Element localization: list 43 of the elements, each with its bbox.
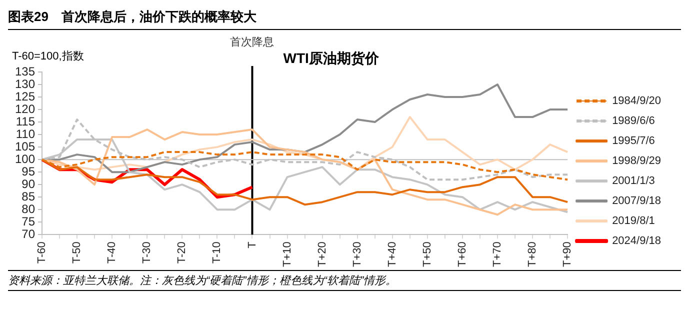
x-tick-label: T-20 [176,242,188,264]
legend-label: 1995/7/6 [612,135,655,148]
x-tick-label: T+60 [456,242,468,268]
x-tick-label: T+30 [351,242,364,268]
x-tick-label: T-10 [211,242,224,264]
y-tick-label: 120 [14,102,36,116]
legend-label: 1989/6/6 [612,115,655,128]
legend-label: 2007/9/18 [612,195,661,208]
y-tick-label: 100 [14,152,36,166]
x-tick-label: T+50 [421,242,434,268]
legend-label: 1984/9/20 [612,95,661,108]
y-tick-label: 115 [16,114,36,128]
y-tick-label: 75 [22,214,36,228]
y-tick-label: 125 [14,89,36,104]
legend-label: 2019/8/1 [612,215,655,228]
x-tick-label: T [246,241,258,248]
y-tick-label: 85 [22,189,36,204]
y-tick-label: 105 [14,139,36,154]
chart-subtitle: WTI原油期货价 [283,50,380,66]
chart-title: 图表29 首次降息后，油价下跌的概率较大 [8,8,681,30]
y-tick-label: 95 [22,164,36,178]
x-tick-label: T-50 [71,242,84,264]
x-tick-label: T-40 [106,242,118,264]
x-tick-label: T+90 [562,242,574,268]
x-tick-label: T-60 [36,242,48,264]
text: 资料来源：亚特兰大联储。注：灰色线为“硬着陆”情形；橙色线为“软着陆”情形。 [8,270,681,291]
y-tick-label: 110 [16,126,36,141]
x-tick-label: T-30 [141,242,154,264]
ref-line-label: 首次降息 [230,36,274,49]
x-tick-label: T+10 [281,242,294,268]
x-tick-label: T+70 [492,242,504,268]
legend-label: 1998/9/29 [612,155,661,168]
y-tick-label: 90 [22,176,36,191]
x-tick-label: T+40 [386,242,398,268]
legend-label: 2024/9/18 [612,235,661,248]
y-tick-label: 80 [22,202,36,216]
x-tick-label: T+20 [316,242,328,268]
y-tick-label: 70 [22,226,36,241]
y-tick-label: 135 [14,64,36,78]
y-axis-title: T-60=100,指数 [12,50,84,63]
y-tick-label: 130 [14,76,36,91]
x-tick-label: T+80 [526,242,539,268]
legend-label: 2001/1/3 [612,175,655,188]
